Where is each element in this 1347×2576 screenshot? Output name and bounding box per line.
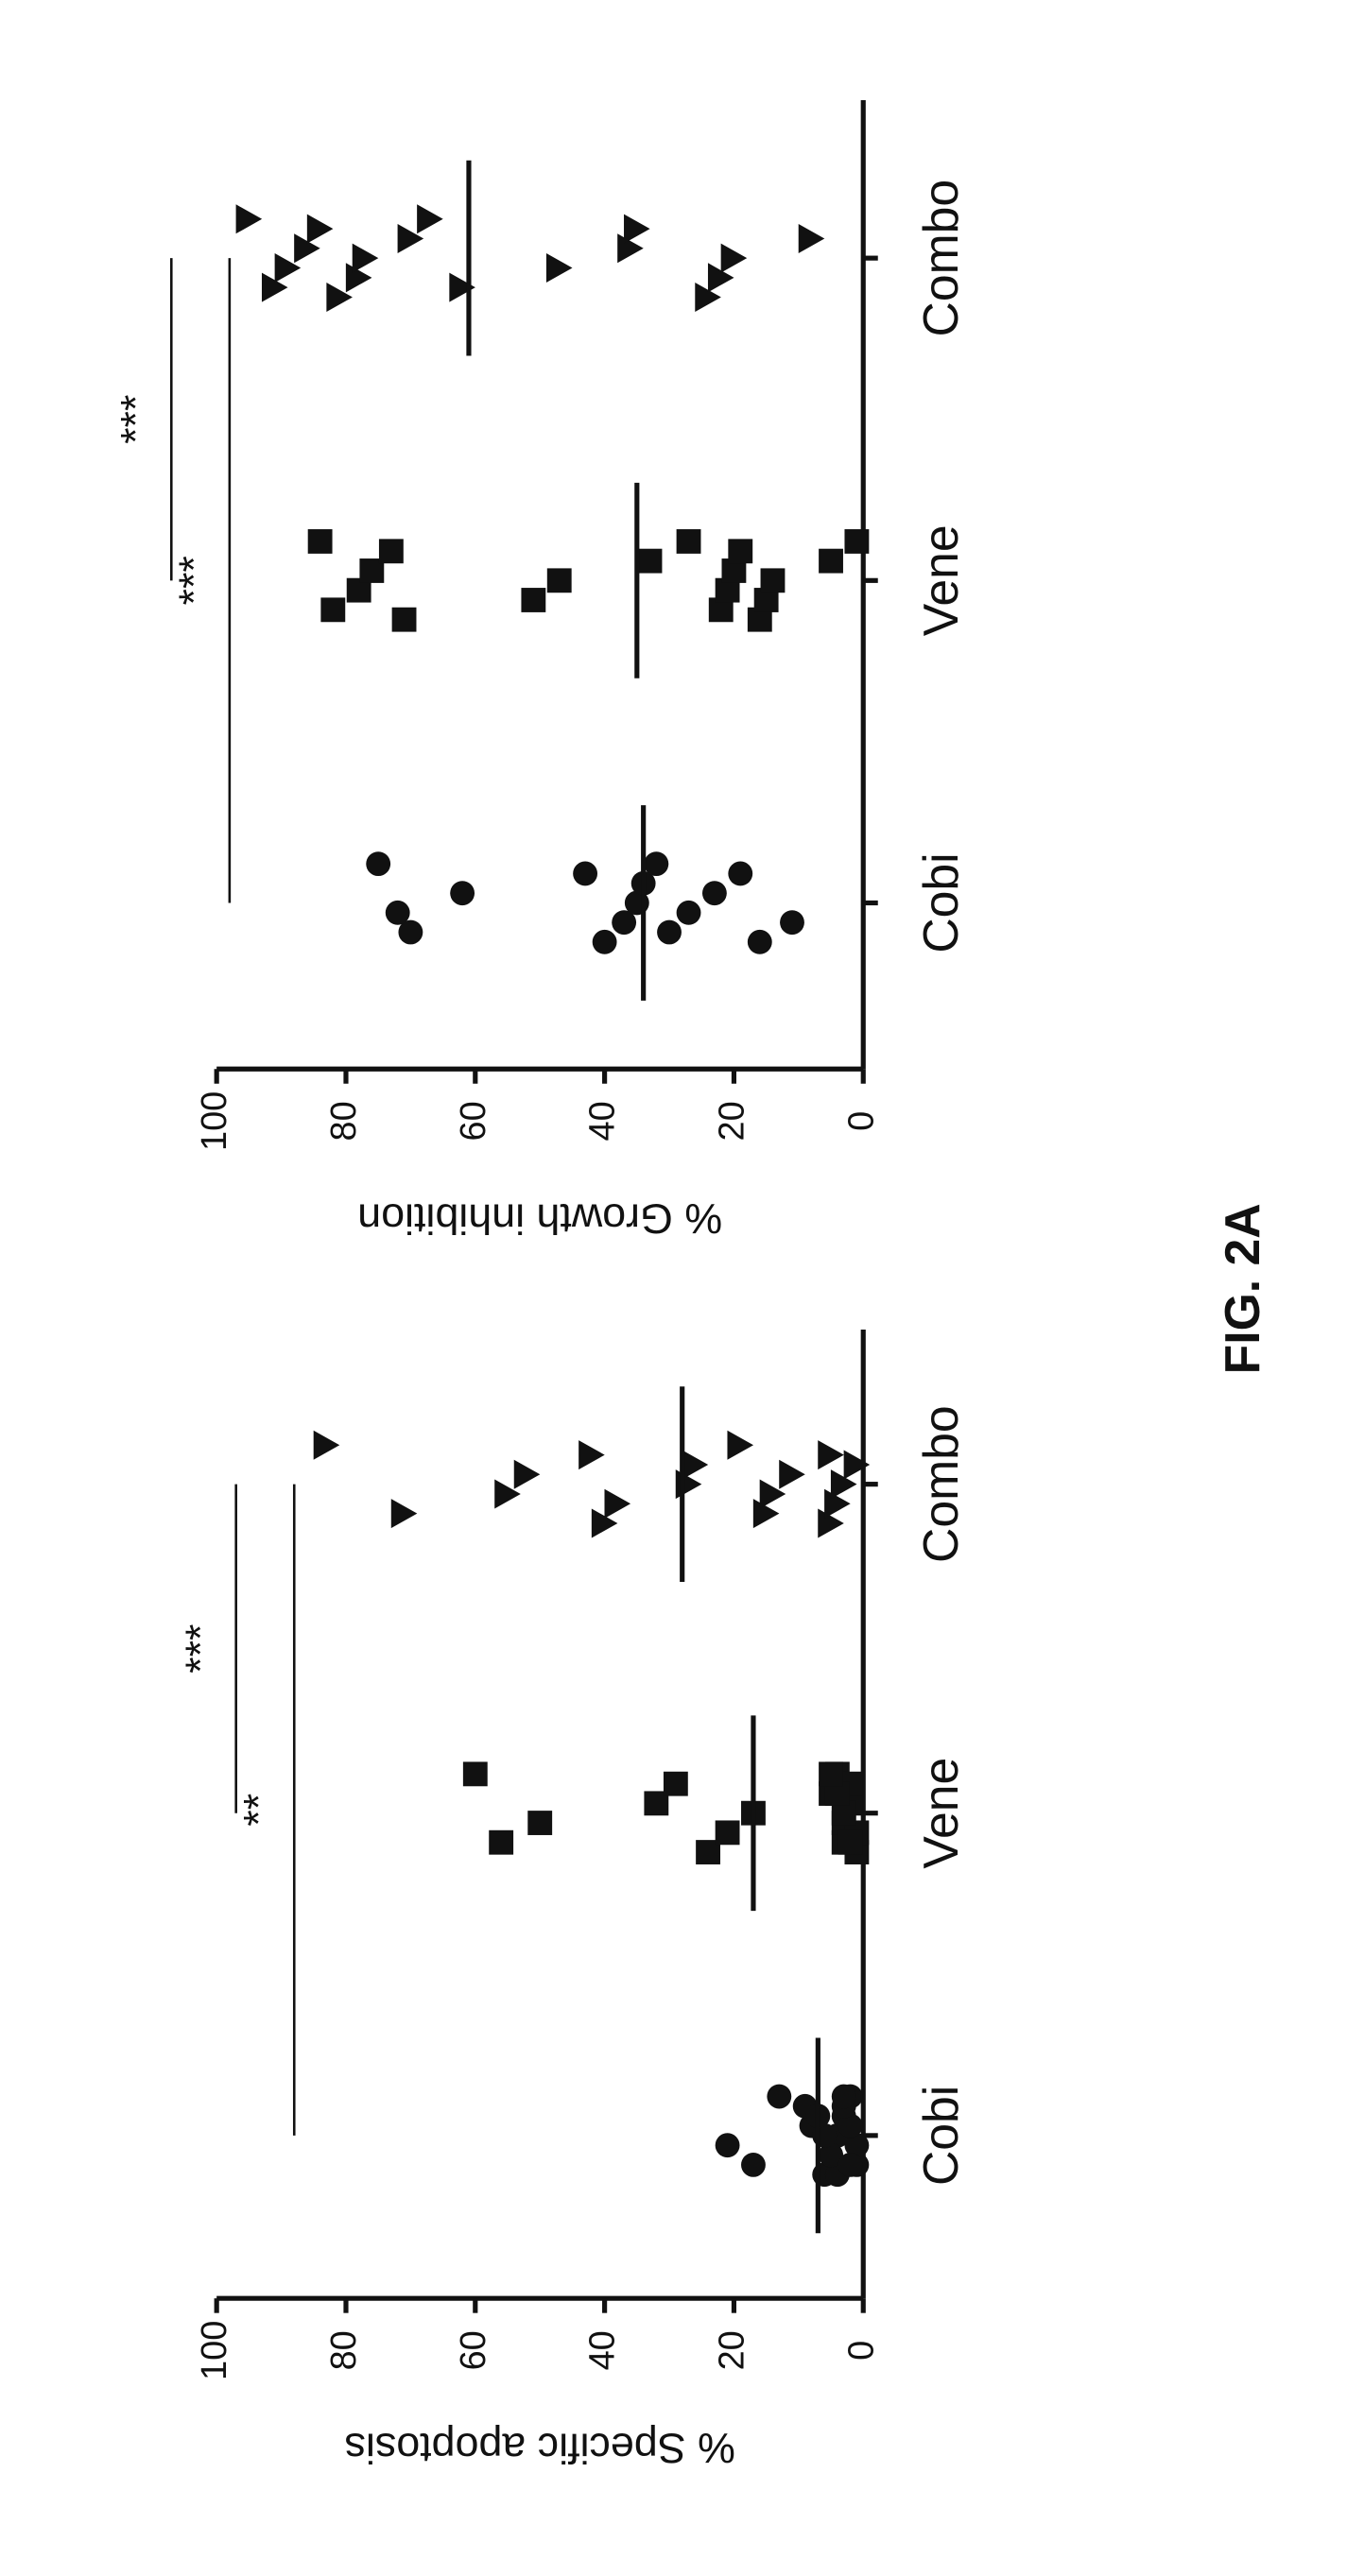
- y-tick-label: 20: [712, 1101, 751, 1141]
- data-point: [307, 215, 334, 244]
- data-point: [514, 1460, 541, 1489]
- y-tick-label: 0: [841, 1111, 881, 1131]
- data-point: [832, 2085, 856, 2109]
- data-point: [527, 1811, 552, 1835]
- significance-label: **: [235, 1794, 283, 1827]
- significance-label: ***: [112, 395, 160, 444]
- x-tick-label: Vene: [913, 1758, 968, 1869]
- data-point: [748, 930, 772, 954]
- data-point: [308, 529, 333, 554]
- y-tick-label: 60: [454, 2330, 493, 2370]
- data-point: [657, 920, 682, 945]
- data-point: [450, 881, 475, 905]
- data-point: [644, 851, 668, 876]
- data-point: [761, 568, 786, 592]
- y-tick-label: 100: [195, 2321, 234, 2380]
- data-point: [236, 204, 263, 233]
- data-point: [819, 549, 843, 574]
- data-point: [638, 549, 663, 574]
- data-point: [779, 1460, 805, 1489]
- figure-label: FIG. 2A: [1215, 1203, 1269, 1374]
- figure: FIG. 2A 0 20 40 60 80 100 % Specific apoptosis…: [0, 0, 1347, 2576]
- y-tick-label: 40: [583, 1101, 623, 1141]
- y-tick-label: 80: [324, 2330, 364, 2370]
- data-point: [579, 1440, 605, 1469]
- data-point: [844, 1450, 871, 1479]
- y-tick-label: 100: [195, 1091, 234, 1151]
- data-point: [844, 529, 869, 554]
- data-point: [521, 588, 545, 612]
- data-point: [366, 851, 390, 876]
- data-point: [741, 2153, 766, 2177]
- data-point: [702, 881, 727, 905]
- data-point: [547, 568, 572, 592]
- data-point: [386, 901, 410, 925]
- data-point: [819, 1761, 843, 1786]
- y-tick-label: 60: [454, 1101, 493, 1141]
- data-point: [716, 2133, 740, 2157]
- significance-label: ***: [170, 556, 217, 605]
- data-point: [624, 215, 650, 244]
- data-point: [838, 2153, 863, 2177]
- data-point: [727, 1431, 753, 1460]
- y-tick-label: 80: [324, 1101, 364, 1141]
- x-tick-label: Cobi: [913, 852, 968, 953]
- data-point: [573, 862, 597, 886]
- data-point: [353, 244, 379, 273]
- data-point: [677, 901, 701, 925]
- data-point: [838, 1830, 863, 1855]
- data-point: [767, 2085, 791, 2109]
- x-tick-label: Vene: [913, 524, 968, 636]
- y-tick-label: 20: [712, 2330, 751, 2370]
- data-point: [449, 273, 475, 302]
- data-point: [721, 244, 748, 273]
- data-point: [379, 539, 404, 563]
- data-point: [780, 910, 804, 935]
- data-point: [320, 597, 345, 622]
- data-point: [593, 930, 617, 954]
- data-point: [716, 1820, 740, 1845]
- data-point: [664, 1772, 688, 1796]
- data-point: [489, 1830, 513, 1855]
- data-point: [799, 224, 825, 253]
- data-point: [391, 1499, 418, 1528]
- data-point: [392, 608, 417, 632]
- data-point: [417, 204, 443, 233]
- y-tick-label: 0: [841, 2341, 881, 2361]
- y-tick-label: 40: [583, 2330, 623, 2370]
- y-axis-title: % Growth inhibition: [357, 1194, 722, 1242]
- y-axis-title: % Specific apoptosis: [345, 2424, 735, 2471]
- x-tick-label: Combo: [913, 1405, 968, 1563]
- x-tick-label: Cobi: [913, 2086, 968, 2186]
- data-point: [314, 1431, 340, 1460]
- data-point: [605, 1489, 631, 1519]
- data-point: [728, 539, 752, 563]
- data-point: [728, 862, 752, 886]
- data-point: [677, 529, 701, 554]
- significance-label: ***: [177, 1624, 224, 1674]
- data-point: [818, 1440, 844, 1469]
- data-point: [546, 253, 573, 283]
- data-point: [463, 1761, 488, 1786]
- data-point: [682, 1450, 709, 1479]
- x-tick-label: Combo: [913, 180, 968, 337]
